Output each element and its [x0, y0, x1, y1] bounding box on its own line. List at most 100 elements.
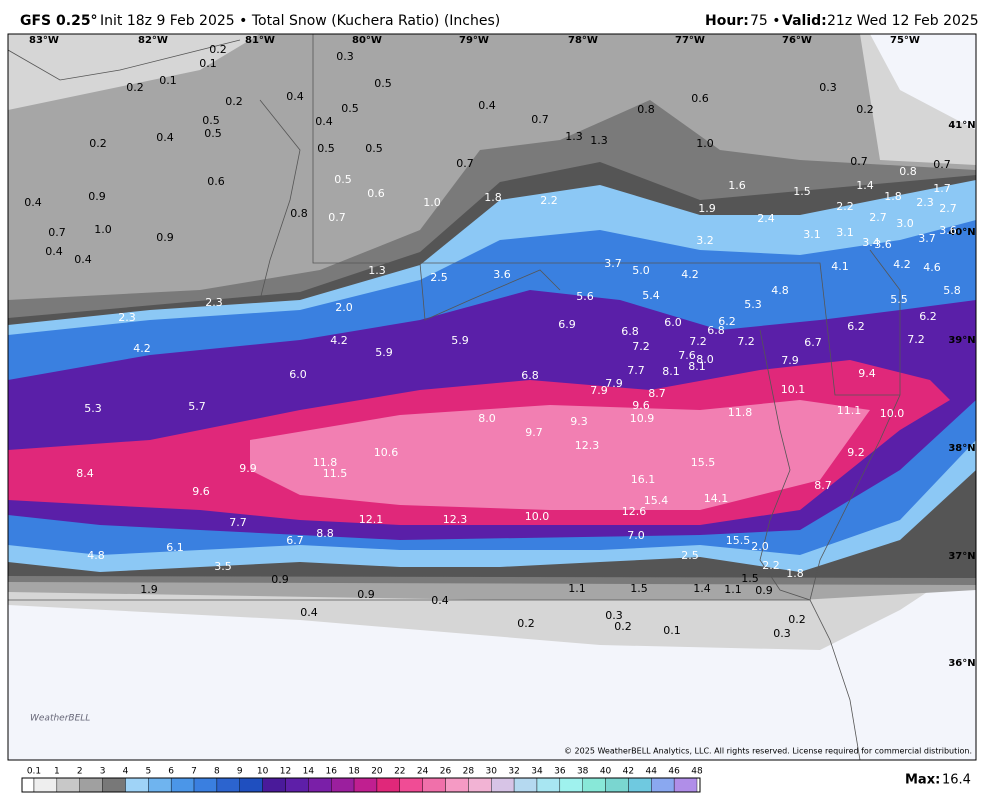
- snow-amount: 6.2: [847, 320, 865, 333]
- snow-amount: 7.9: [781, 354, 799, 367]
- snow-amount: 1.4: [693, 582, 711, 595]
- colorbar-segment: [422, 777, 446, 793]
- colorbar-cap: [21, 777, 35, 793]
- valid: 21z Wed 12 Feb 2025: [827, 13, 979, 29]
- snow-amount: 8.7: [814, 479, 832, 492]
- snow-amount: 12.3: [575, 439, 600, 452]
- colorbar-tick-label: 48: [691, 767, 703, 777]
- snow-amount: 0.5: [202, 114, 220, 127]
- snow-amount: 8.8: [316, 527, 334, 540]
- snow-amount: 6.0: [289, 368, 307, 381]
- colorbar-segment: [331, 777, 355, 793]
- colorbar-tick-label: 44: [646, 767, 658, 777]
- colorbar-tick-label: 1: [54, 767, 60, 777]
- colorbar-tick-label: 12: [280, 767, 291, 777]
- longitude-label: 80°W: [352, 35, 382, 46]
- snow-amount: 1.0: [696, 137, 714, 150]
- snow-amount: 1.6: [728, 179, 746, 192]
- latitude-label: 40°N: [948, 227, 975, 238]
- colorbar-segment: [239, 777, 263, 793]
- snow-amount: 5.0: [632, 264, 650, 277]
- snow-amount: 0.1: [159, 74, 177, 87]
- snow-amount: 1.7: [933, 182, 951, 195]
- snow-amount: 10.0: [880, 407, 905, 420]
- snow-amount: 0.5: [317, 142, 335, 155]
- colorbar-tick-label: 18: [348, 767, 360, 777]
- colorbar-segment: [170, 777, 195, 793]
- snow-amount: 1.4: [856, 179, 874, 192]
- model: GFS 0.25°: [20, 13, 98, 29]
- snow-amount: 0.2: [614, 620, 632, 633]
- snow-amount: 7.7: [627, 364, 645, 377]
- snow-amount: 6.2: [919, 310, 937, 323]
- snow-amount: 2.3: [205, 296, 223, 309]
- snow-amount: 6.8: [707, 324, 725, 337]
- snow-amount: 1.5: [793, 185, 811, 198]
- snow-amount: 5.6: [576, 290, 594, 303]
- longitude-label: 81°W: [245, 35, 275, 46]
- snow-amount: 2.2: [836, 200, 854, 213]
- snow-amount: 8.1: [688, 360, 706, 373]
- snow-amount: 3.0: [896, 217, 914, 230]
- snow-amount: 0.2: [89, 137, 107, 150]
- snow-amount: 6.2: [718, 315, 736, 328]
- snow-amount: 1.3: [565, 130, 583, 143]
- longitude-label: 78°W: [568, 35, 598, 46]
- snow-amount: 6.9: [558, 318, 576, 331]
- snow-amount: 0.5: [334, 173, 352, 186]
- colorbar-segment: [353, 777, 378, 793]
- snow-amount: 2.4: [757, 212, 775, 225]
- colorbar-segment: [33, 777, 58, 793]
- snow-amount: 0.2: [225, 95, 243, 108]
- longitude-label: 79°W: [459, 35, 489, 46]
- colorbar-segment: [559, 777, 583, 793]
- snow-amount: 1.8: [484, 191, 502, 204]
- colorbar-segment: [102, 777, 126, 793]
- colorbar-tick-label: 28: [463, 767, 475, 777]
- colorbar-segment: [193, 777, 218, 793]
- latitude-label: 39°N: [948, 335, 975, 346]
- snow-amount: 0.4: [45, 245, 63, 258]
- latitude-label: 41°N: [948, 120, 975, 131]
- snow-amount: 0.4: [74, 253, 92, 266]
- colorbar-tick-label: 5: [145, 767, 151, 777]
- snow-amount: 8.7: [648, 387, 666, 400]
- snow-amount: 10.0: [525, 510, 550, 523]
- snow-amount: 0.6: [207, 175, 225, 188]
- colorbar-tick-label: 8: [214, 767, 220, 777]
- snow-amount: 9.6: [632, 399, 650, 412]
- snow-amount: 16.1: [631, 473, 656, 486]
- snow-amount: 14.1: [704, 492, 729, 505]
- snow-amount: 0.9: [271, 573, 289, 586]
- snow-amount: 0.3: [819, 81, 837, 94]
- snow-amount: 6.8: [621, 325, 639, 338]
- snow-amount: 1.0: [94, 223, 112, 236]
- snow-amount: 15.4: [644, 494, 669, 507]
- snow-amount: 0.7: [850, 155, 868, 168]
- snow-amount: 3.6: [874, 238, 892, 251]
- colorbar-tick-label: 9: [237, 767, 243, 777]
- snow-amount: 5.8: [943, 284, 961, 297]
- snow-amount: 8.0: [696, 353, 714, 366]
- snow-amount: 5.9: [375, 346, 393, 359]
- snow-amount: 0.6: [691, 92, 709, 105]
- snow-amount: 3.1: [803, 228, 821, 241]
- snow-amount: 0.4: [286, 90, 304, 103]
- latitude-label: 37°N: [948, 551, 975, 562]
- latitude-label: 38°N: [948, 443, 975, 454]
- snow-amount: 0.3: [773, 627, 791, 640]
- snow-amount: 2.2: [762, 559, 780, 572]
- snow-amount: 7.2: [632, 340, 650, 353]
- snow-amount: 12.3: [443, 513, 468, 526]
- snow-amount: 6.0: [664, 316, 682, 329]
- snow-amount: 3.7: [604, 257, 622, 270]
- colorbar-segment: [445, 777, 469, 793]
- snow-amount: 0.7: [933, 158, 951, 171]
- colorbar-tick-label: 34: [531, 767, 543, 777]
- snow-amount: 8.4: [76, 467, 94, 480]
- snow-amount: 5.3: [744, 298, 762, 311]
- colorbar-tick-label: 42: [623, 767, 634, 777]
- title: Init 18z 9 Feb 2025 • Total Snow (Kucher…: [100, 13, 500, 29]
- colorbar-segment: [513, 777, 538, 793]
- snow-amount: 7.9: [605, 377, 623, 390]
